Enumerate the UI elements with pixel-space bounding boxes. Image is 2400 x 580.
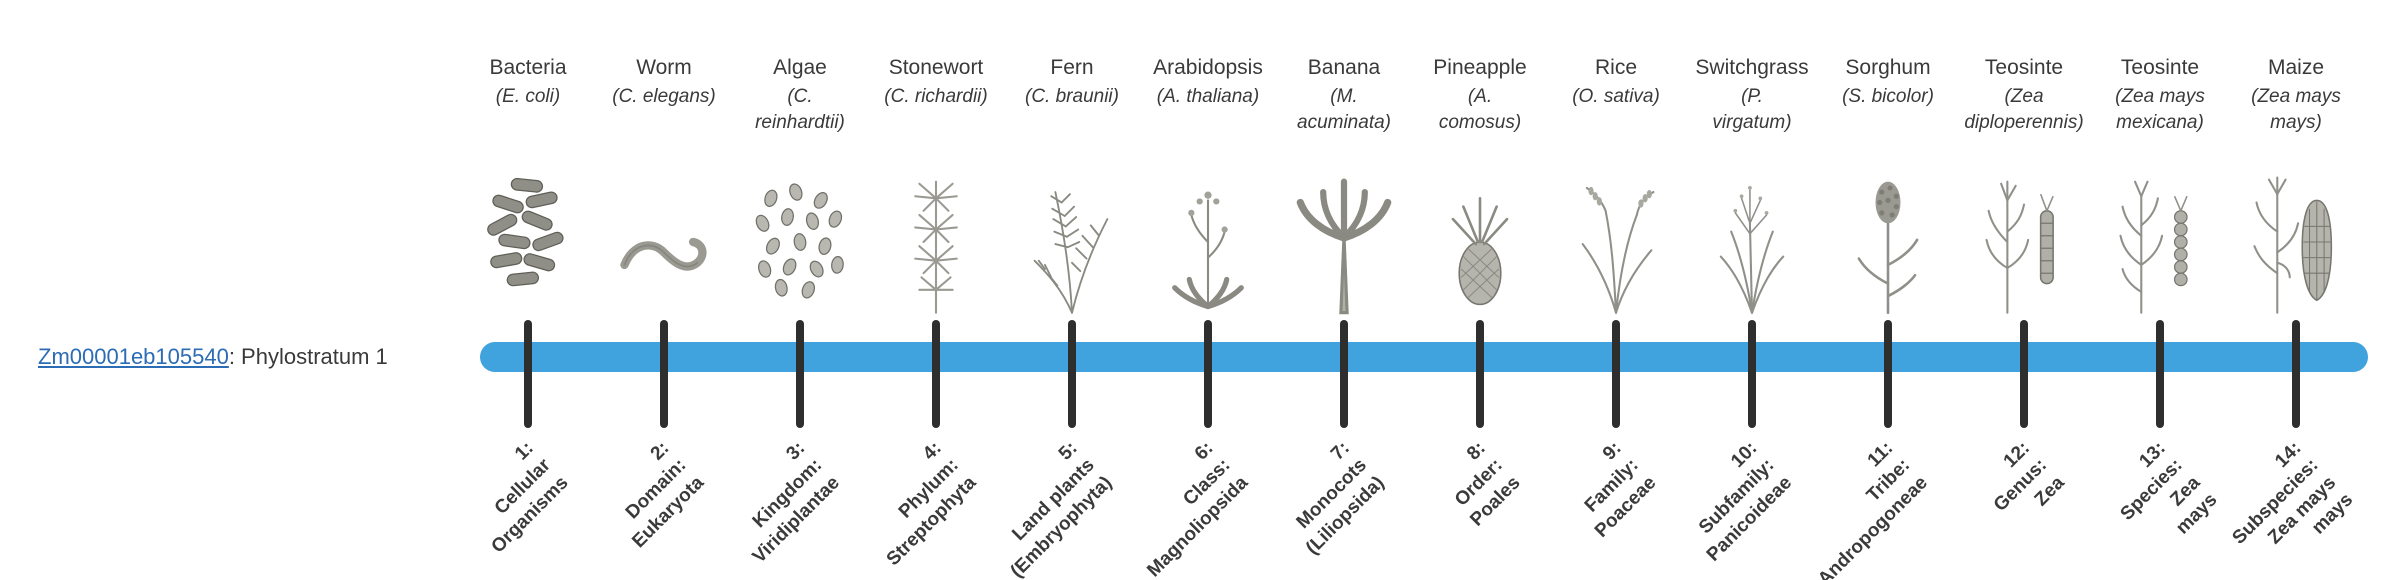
taxon-scientific-name: (A. comosus) bbox=[1438, 86, 1522, 133]
phylostratum-tick bbox=[2156, 320, 2164, 428]
taxon-scientific-name: (C. richardii) bbox=[884, 86, 988, 107]
teosinte-mexicana-illustration bbox=[2085, 163, 2235, 315]
taxon-common-name: Pineapple bbox=[1433, 56, 1527, 79]
organism-icon bbox=[884, 169, 988, 315]
switchgrass-illustration bbox=[1677, 163, 1827, 315]
bacteria-illustration bbox=[453, 163, 603, 315]
taxon-scientific-name: (M. acuminata) bbox=[1297, 86, 1391, 133]
banana-illustration bbox=[1269, 163, 1419, 315]
taxon-common-name: Fern bbox=[1050, 56, 1094, 79]
phylostratum-tick bbox=[524, 320, 532, 428]
taxon-common-name: Switchgrass bbox=[1695, 56, 1809, 79]
organism-icon bbox=[1564, 169, 1668, 315]
organism-icon bbox=[1156, 169, 1260, 315]
taxon-common-name: Sorghum bbox=[1845, 56, 1931, 79]
taxon-common-name: Arabidopsis bbox=[1153, 56, 1263, 79]
taxon-scientific-name: (Zea mays mexicana) bbox=[2115, 86, 2205, 133]
taxon-scientific-name: (S. bicolor) bbox=[1842, 86, 1934, 107]
phylostratum-tick-label: 8: Order: Poales bbox=[1450, 437, 1524, 531]
phylostratum-tick-label: 1: Cellular Organisms bbox=[486, 437, 572, 558]
phylostratum-tick-label: 14: Subspecies: Zea mays mays bbox=[2228, 437, 2358, 549]
taxon-common-name: Maize bbox=[2267, 56, 2325, 79]
phylostratum-tick-label: 3: Kingdom: Viridiplantae bbox=[748, 437, 844, 568]
organism-icon bbox=[2108, 169, 2212, 315]
phylostratum-tick bbox=[1748, 320, 1756, 428]
organism-icon bbox=[612, 169, 716, 315]
phylostratum-tick-label: 9: Family: Poaceae bbox=[1580, 437, 1660, 542]
taxon-common-name: Stonewort bbox=[888, 56, 984, 79]
organism-icon bbox=[476, 169, 580, 315]
worm-illustration bbox=[589, 163, 739, 315]
rice-illustration bbox=[1541, 163, 1691, 315]
taxon-scientific-name: (C. reinhardtii) bbox=[755, 86, 845, 133]
phylostratum-tick bbox=[1884, 320, 1892, 428]
phylostratum-tick bbox=[1340, 320, 1348, 428]
phylostratum-tick bbox=[796, 320, 804, 428]
phylostratum-bar bbox=[480, 342, 2368, 372]
taxon-common-name: Banana bbox=[1307, 56, 1381, 79]
phylostratum-tick-label: 4: Phylum: Streptophyta bbox=[882, 437, 980, 570]
phylostratum-tick bbox=[932, 320, 940, 428]
phylostratum-tick-label: 5: Land plants (Embryophyta) bbox=[1006, 437, 1116, 580]
organism-icon bbox=[1020, 169, 1124, 315]
taxon-scientific-name: (E. coli) bbox=[495, 86, 561, 107]
phylostratum-tick bbox=[2020, 320, 2028, 428]
organism-icon bbox=[748, 169, 852, 315]
gene-id-link[interactable]: Zm00001eb105540 bbox=[38, 344, 229, 369]
organism-icon bbox=[1700, 169, 1804, 315]
phylostratum-tick-label: 11: Tribe: Andropogoneae bbox=[1814, 437, 1932, 580]
taxon-common-name: Teosinte bbox=[2120, 56, 2200, 79]
taxon-common-name: Teosinte bbox=[1984, 56, 2064, 79]
organism-icon bbox=[1972, 169, 2076, 315]
phylostratum-tick bbox=[1476, 320, 1484, 428]
taxon-common-name: Rice bbox=[1594, 56, 1637, 79]
pineapple-illustration bbox=[1405, 163, 1555, 315]
phylostratum-text: : Phylostratum 1 bbox=[228, 344, 388, 369]
phylostratum-tick-label: 13: Species: Zea mays bbox=[2116, 437, 2222, 539]
gene-row: Zm00001eb105540: Phylostratum 1 bbox=[38, 341, 388, 373]
phylostratum-tick-label: 7: Monocots (Liliopsida) bbox=[1292, 437, 1388, 559]
taxon-scientific-name: (Zea diploperennis) bbox=[1964, 86, 2084, 133]
organism-icon bbox=[1836, 169, 1940, 315]
phylostratum-tick-label: 10: Subfamily: Panicoideae bbox=[1695, 437, 1796, 566]
arabidopsis-illustration bbox=[1133, 163, 1283, 315]
organism-icon bbox=[1292, 169, 1396, 315]
maize-illustration bbox=[2221, 163, 2371, 315]
taxon-scientific-name: (A. thaliana) bbox=[1156, 86, 1260, 107]
stonewort-illustration bbox=[861, 163, 1011, 315]
fern-illustration bbox=[997, 163, 1147, 315]
taxon-common-name: Bacteria bbox=[489, 56, 567, 79]
phylostratum-tick bbox=[1612, 320, 1620, 428]
phylostratum-tick bbox=[1068, 320, 1076, 428]
teosinte-diploperennis-illustration bbox=[1949, 163, 2099, 315]
taxon-common-name: Algae bbox=[773, 56, 827, 79]
phylostratum-tick-label: 6: Class: Magnoliopsida bbox=[1143, 437, 1252, 580]
sorghum-illustration bbox=[1813, 163, 1963, 315]
phylostratum-tick bbox=[660, 320, 668, 428]
algae-illustration bbox=[725, 163, 875, 315]
phylostratum-tick-label: 12: Genus: Zea bbox=[1989, 437, 2068, 517]
phylostratum-tick bbox=[1204, 320, 1212, 428]
phylostratum-tick bbox=[2292, 320, 2300, 428]
organism-icon bbox=[2244, 169, 2348, 315]
taxon-scientific-name: (Zea mays mays) bbox=[2251, 86, 2341, 133]
taxon-scientific-name: (C. elegans) bbox=[612, 86, 716, 107]
phylostratum-tick-label: 2: Domain: Eukaryota bbox=[622, 437, 708, 552]
taxon-scientific-name: (O. sativa) bbox=[1572, 86, 1660, 107]
taxon-common-name: Worm bbox=[636, 56, 692, 79]
organism-icon bbox=[1428, 169, 1532, 315]
taxon-scientific-name: (P. virgatum) bbox=[1712, 86, 1792, 133]
taxon-scientific-name: (C. braunii) bbox=[1025, 86, 1119, 107]
